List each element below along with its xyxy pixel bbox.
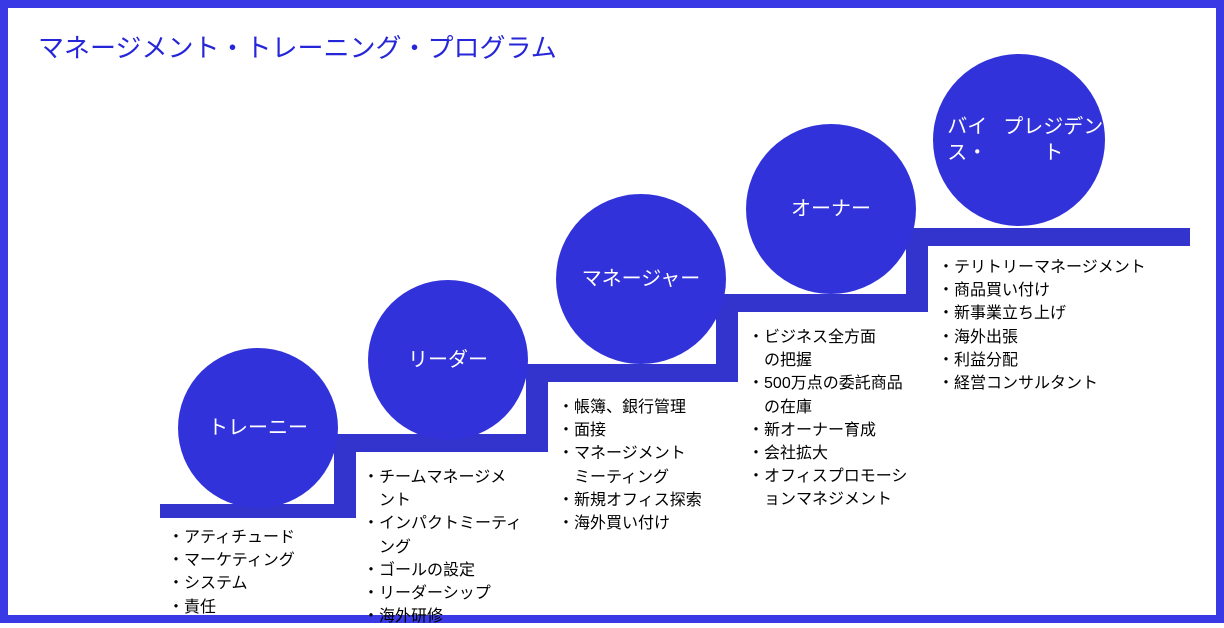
list-item: ング [363, 536, 522, 559]
list-item: 面接 [558, 419, 702, 442]
circle-label-line: オーナー [791, 196, 871, 222]
list-item: 経営コンサルタント [938, 372, 1146, 395]
circle-label-line: トレーニー [208, 415, 308, 441]
circle-label-line: プレジデント [1002, 114, 1106, 166]
list-item: テリトリーマネージメント [938, 256, 1146, 279]
list-item: の在庫 [748, 396, 907, 419]
list-item: ビジネス全方面 [748, 326, 907, 349]
circle-label-line: バイス・ [933, 114, 1002, 166]
list-item: 商品買い付け [938, 279, 1146, 302]
list-item: の把握 [748, 349, 907, 372]
list-item: システム [168, 572, 295, 595]
list-item: リーダーシップ [363, 582, 522, 605]
circle-label-line: マネージャー [582, 266, 701, 292]
list-item: 500万点の委託商品 [748, 372, 907, 395]
list-item: ント [363, 489, 522, 512]
list-item: ゴールの設定 [363, 559, 522, 582]
step-circle-1: リーダー [368, 280, 528, 440]
list-item: 責任 [168, 596, 295, 619]
list-item: インパクトミーティ [363, 512, 522, 535]
step-circle-0: トレーニー [178, 348, 338, 508]
list-item: ミーティング [558, 466, 702, 489]
list-item: オフィスプロモーシ [748, 465, 907, 488]
list-item: 新規オフィス探索 [558, 489, 702, 512]
step-circle-2: マネージャー [556, 194, 726, 364]
step-circle-4: バイス・プレジデント [933, 54, 1105, 226]
step-list-1: チームマネージメントインパクトミーティングゴールの設定リーダーシップ海外研修 [363, 466, 522, 628]
list-item: マネージメント [558, 442, 702, 465]
list-item: 海外研修 [363, 605, 522, 628]
diagram-frame: マネージメント・トレーニング・プログラム トレーニー リーダー マネージャー オーナー… [0, 0, 1224, 623]
step-circle-3: オーナー [746, 124, 916, 294]
list-item: チームマネージメ [363, 466, 522, 489]
list-item: 利益分配 [938, 349, 1146, 372]
list-item: 帳簿、銀行管理 [558, 396, 702, 419]
circle-label-line: リーダー [408, 347, 488, 373]
step-list-4: テリトリーマネージメント商品買い付け新事業立ち上げ海外出張利益分配経営コンサルタ… [938, 256, 1146, 395]
list-item: マーケティング [168, 549, 295, 572]
list-item: アティチュード [168, 526, 295, 549]
list-item: 新事業立ち上げ [938, 302, 1146, 325]
step-list-3: ビジネス全方面の把握500万点の委託商品の在庫新オーナー育成会社拡大オフィスプロ… [748, 326, 907, 512]
list-item: 海外出張 [938, 326, 1146, 349]
list-item: 新オーナー育成 [748, 419, 907, 442]
step-list-2: 帳簿、銀行管理面接マネージメントミーティング新規オフィス探索海外買い付け [558, 396, 702, 535]
list-item: 海外買い付け [558, 512, 702, 535]
list-item: ョンマネジメント [748, 488, 907, 511]
page-title: マネージメント・トレーニング・プログラム [38, 28, 557, 65]
list-item: 会社拡大 [748, 442, 907, 465]
step-list-0: アティチュードマーケティングシステム責任 [168, 526, 295, 619]
